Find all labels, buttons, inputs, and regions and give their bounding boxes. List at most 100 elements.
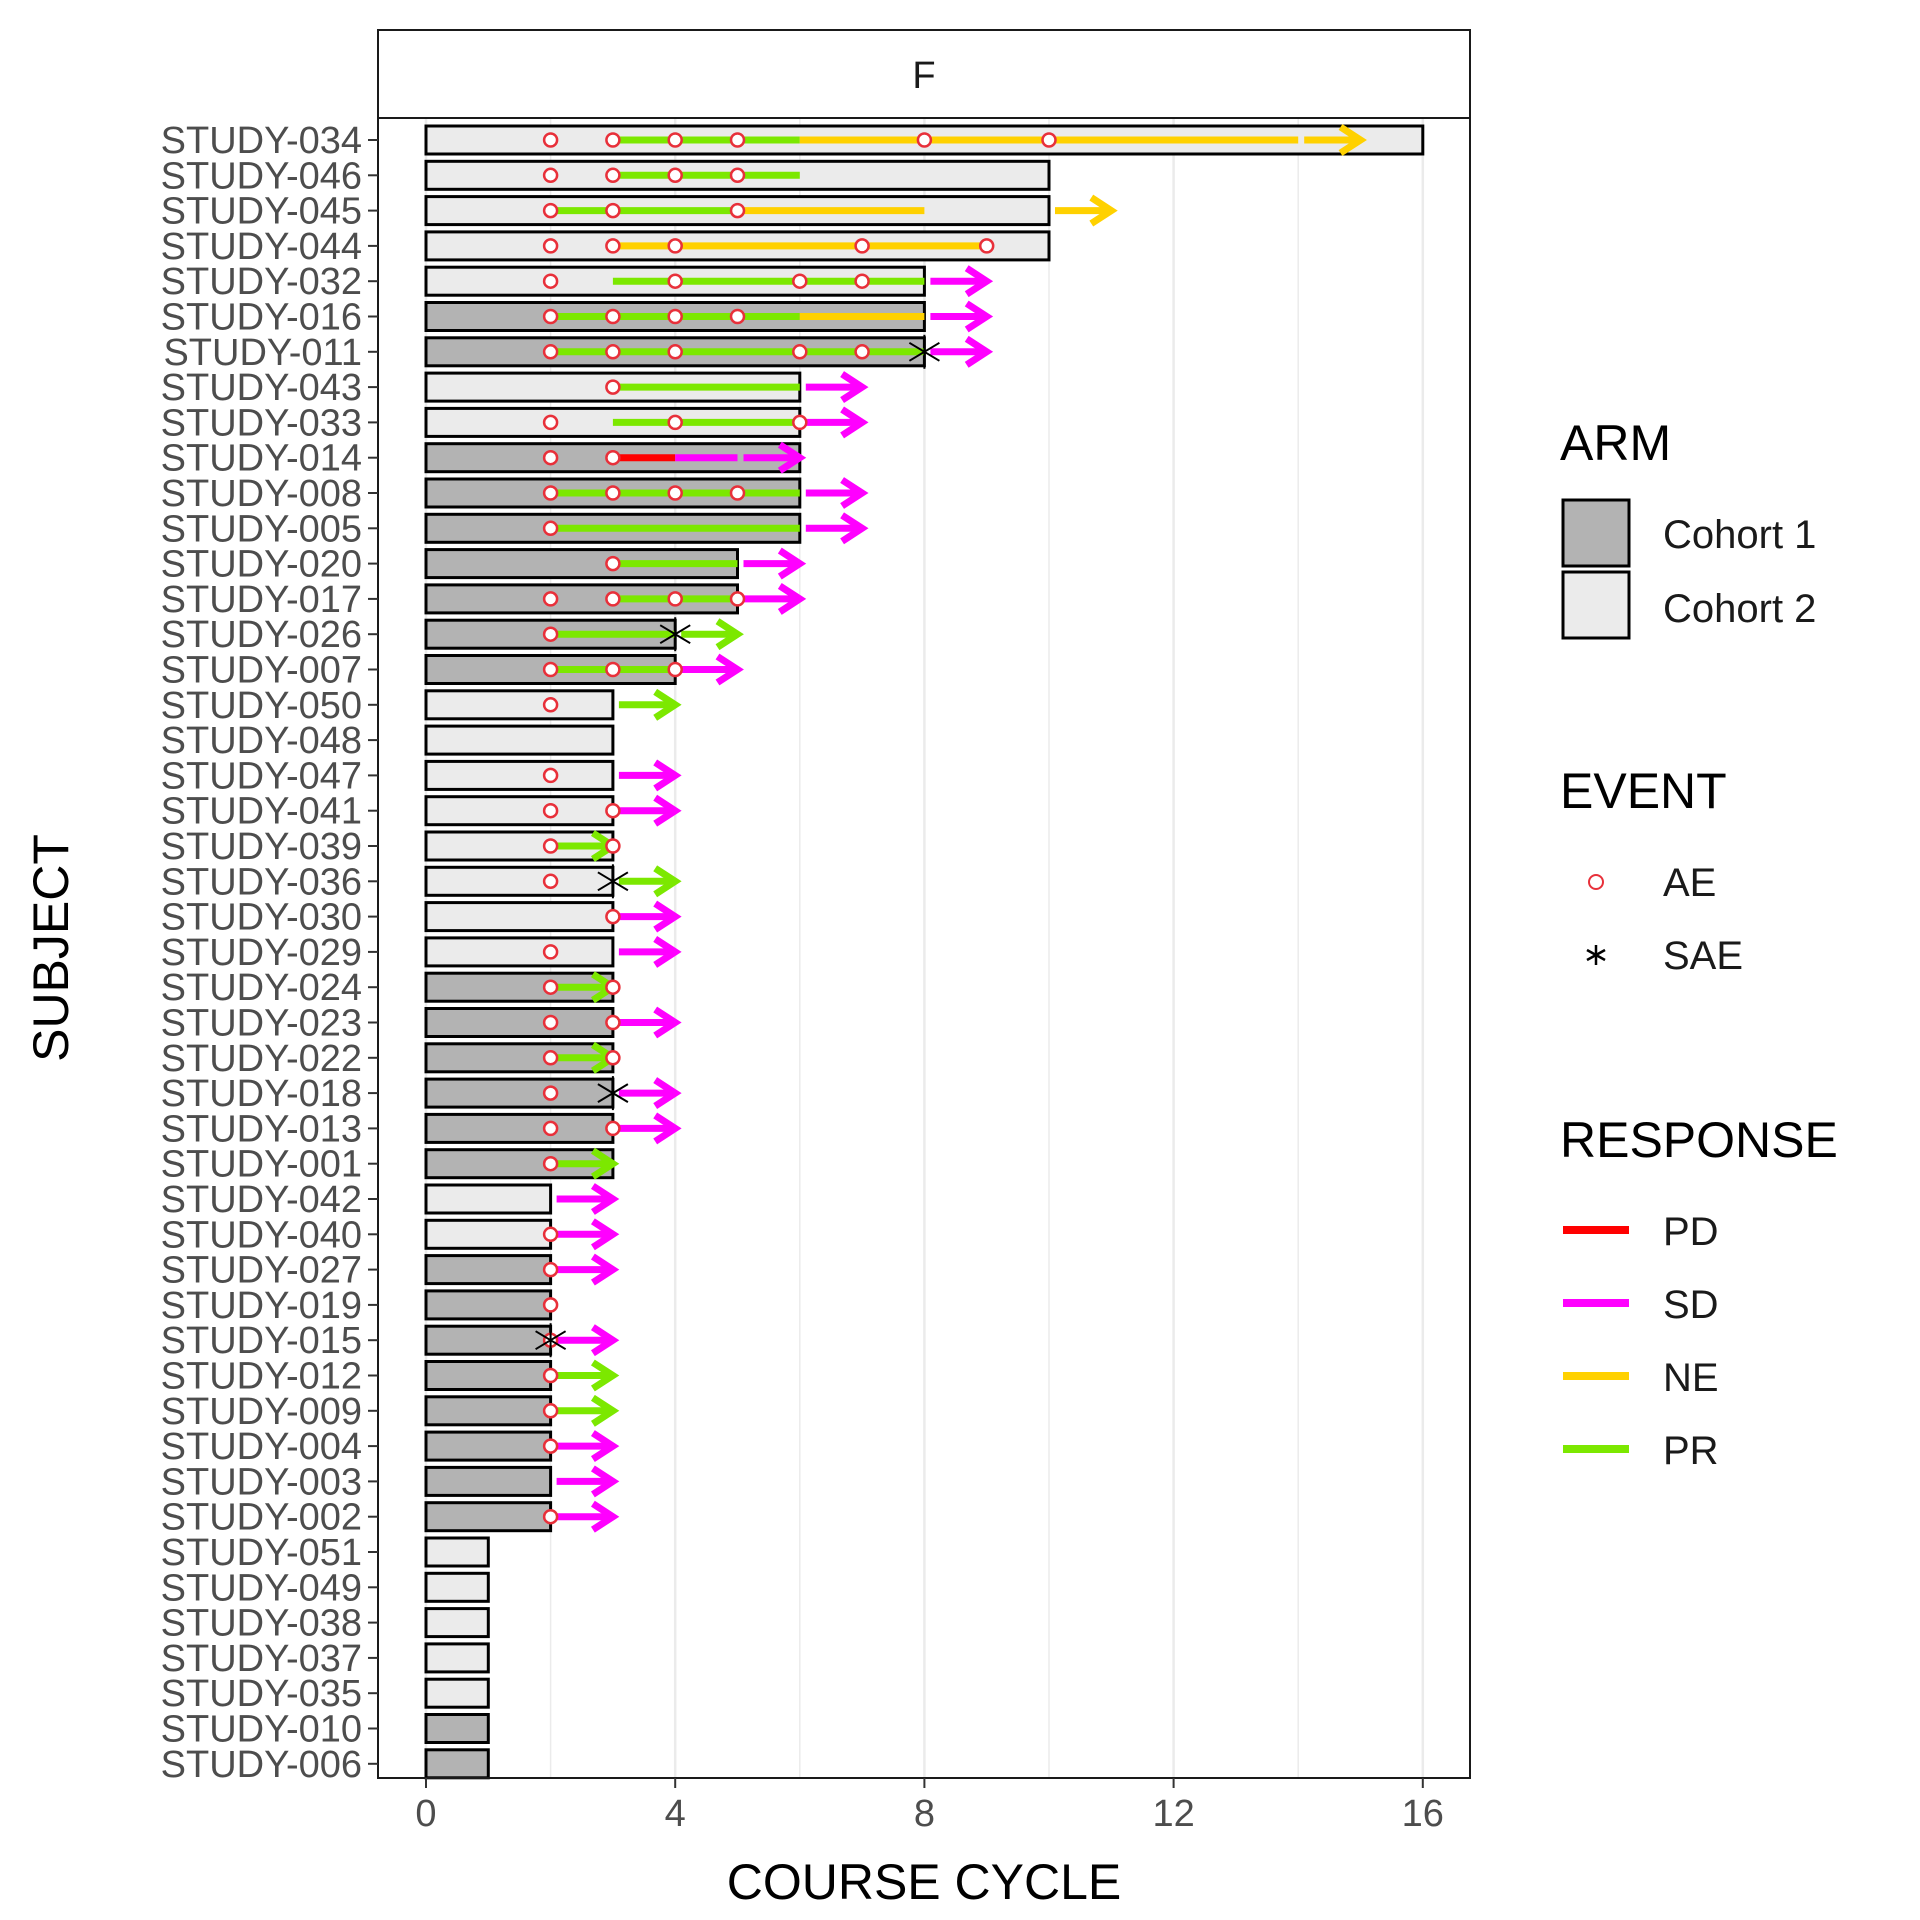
ae-marker-STUDY-032-4	[667, 273, 683, 289]
legend-event-key-sae	[1586, 945, 1606, 965]
ae-marker-STUDY-016-4	[667, 308, 683, 325]
arrow-STUDY-029	[618, 935, 682, 968]
ae-marker-STUDY-026-2	[542, 626, 559, 642]
y-tick-label-STUDY-018: STUDY-018	[161, 1073, 362, 1115]
arrow-STUDY-042	[556, 1183, 620, 1215]
arrow-STUDY-032	[930, 265, 994, 298]
y-tick-label-STUDY-001: STUDY-001	[161, 1144, 362, 1186]
legend-arm-label-cohort-2: Cohort 2	[1663, 587, 1816, 631]
ae-marker-STUDY-040-2	[542, 1226, 559, 1243]
arrow-STUDY-020	[743, 547, 807, 580]
arrow-STUDY-012	[556, 1359, 620, 1392]
y-tick-label-STUDY-023: STUDY-023	[161, 1003, 362, 1045]
y-tick-label-STUDY-037: STUDY-037	[161, 1638, 362, 1680]
y-tick-label-STUDY-049: STUDY-049	[161, 1567, 362, 1609]
sae-marker-STUDY-011-8	[908, 334, 940, 369]
y-tick-label-STUDY-012: STUDY-012	[161, 1356, 362, 1398]
arrow-STUDY-050	[618, 688, 682, 721]
y-tick-label-STUDY-015: STUDY-015	[161, 1320, 362, 1362]
ae-marker-STUDY-039-3	[605, 838, 621, 854]
ae-marker-STUDY-044-9	[978, 238, 995, 254]
y-tick-label-STUDY-034: STUDY-034	[161, 120, 362, 162]
y-tick-label-STUDY-017: STUDY-017	[161, 579, 362, 621]
y-tick-label-STUDY-013: STUDY-013	[161, 1108, 362, 1150]
y-tick-label-STUDY-033: STUDY-033	[161, 402, 362, 444]
ae-marker-STUDY-041-2	[542, 802, 559, 819]
ae-marker-STUDY-007-4	[667, 661, 683, 678]
ae-marker-STUDY-009-2	[542, 1403, 559, 1419]
ae-marker-STUDY-002-2	[542, 1508, 559, 1525]
y-tick-label-STUDY-002: STUDY-002	[161, 1497, 362, 1539]
y-tick-label-STUDY-019: STUDY-019	[161, 1285, 362, 1327]
legend-event-title: EVENT	[1560, 763, 1727, 819]
y-tick-label-STUDY-026: STUDY-026	[161, 614, 362, 656]
facet-strip: F	[377, 29, 1471, 119]
ae-marker-STUDY-030-3	[605, 908, 621, 925]
ae-marker-STUDY-008-4	[667, 485, 683, 501]
ae-marker-STUDY-008-5	[729, 485, 746, 501]
ae-marker-STUDY-045-3	[605, 202, 621, 219]
y-tick-label-STUDY-044: STUDY-044	[161, 226, 362, 268]
legend-arm-key-cohort-2	[1561, 570, 1631, 640]
x-tick-label-8: 8	[914, 1793, 935, 1835]
ae-marker-STUDY-046-3	[605, 167, 621, 184]
bar-STUDY-013	[424, 1112, 615, 1144]
legend-response-title: RESPONSE	[1560, 1112, 1838, 1168]
x-tick-label-16: 16	[1402, 1793, 1444, 1835]
ae-marker-STUDY-050-2	[542, 697, 559, 713]
legend-event-label-ae: AE	[1663, 861, 1716, 905]
x-axis-title: COURSE CYCLE	[727, 1854, 1122, 1910]
y-tick-label-STUDY-039: STUDY-039	[161, 826, 362, 868]
legend-response-label-ne: NE	[1663, 1356, 1719, 1400]
ae-marker-STUDY-044-2	[542, 238, 559, 254]
y-tick-label-STUDY-005: STUDY-005	[161, 508, 362, 550]
ae-marker-STUDY-036-2	[542, 873, 559, 890]
ae-marker-STUDY-023-3	[605, 1014, 621, 1031]
arrow-STUDY-034	[1304, 124, 1367, 156]
arrow-STUDY-007	[681, 653, 744, 686]
ae-marker-STUDY-029-2	[542, 944, 559, 960]
bar-STUDY-019	[424, 1289, 553, 1321]
y-tick-label-STUDY-014: STUDY-014	[161, 438, 362, 480]
ae-marker-STUDY-044-3	[605, 238, 621, 254]
y-tick-label-STUDY-027: STUDY-027	[161, 1250, 362, 1292]
ae-marker-STUDY-011-2	[542, 344, 559, 360]
ae-marker-STUDY-041-3	[605, 802, 621, 819]
ae-marker-STUDY-007-2	[542, 661, 559, 678]
ae-marker-STUDY-043-3	[605, 379, 621, 395]
ae-marker-STUDY-039-2	[542, 838, 559, 854]
ae-marker-STUDY-004-2	[542, 1438, 559, 1454]
y-tick-label-STUDY-006: STUDY-006	[161, 1744, 362, 1786]
y-axis: STUDY-034STUDY-046STUDY-045STUDY-044STUD…	[161, 120, 378, 1786]
bar-STUDY-015	[424, 1324, 553, 1356]
bar-STUDY-050	[424, 689, 615, 721]
facet-strip-label: F	[912, 55, 935, 97]
ae-marker-STUDY-005-2	[542, 520, 559, 537]
bar-STUDY-006	[424, 1748, 490, 1780]
bar-STUDY-002	[424, 1501, 553, 1533]
y-tick-label-STUDY-011: STUDY-011	[163, 332, 362, 374]
ae-marker-STUDY-007-3	[605, 661, 621, 678]
bar-STUDY-051	[424, 1536, 490, 1568]
y-tick-label-STUDY-016: STUDY-016	[161, 297, 362, 339]
bar-STUDY-036	[424, 865, 615, 897]
legend-arm: ARM Cohort 1 Cohort 2	[1560, 415, 1816, 640]
ae-marker-STUDY-011-6	[792, 344, 808, 360]
arrow-STUDY-001	[556, 1147, 620, 1180]
legend-arm-title: ARM	[1560, 415, 1671, 471]
bar-STUDY-047	[424, 759, 615, 791]
ae-marker-STUDY-044-4	[667, 238, 683, 254]
ae-marker-STUDY-032-7	[854, 273, 870, 289]
arrow-STUDY-033	[805, 406, 869, 439]
y-tick-label-STUDY-043: STUDY-043	[161, 367, 362, 409]
bar-STUDY-030	[424, 901, 615, 933]
arrow-STUDY-047	[618, 759, 682, 792]
arrow-STUDY-005	[805, 512, 869, 545]
legend-event-key-ae	[1588, 874, 1604, 890]
ae-marker-STUDY-034-10	[1041, 132, 1057, 148]
arrow-STUDY-018	[618, 1077, 682, 1110]
ae-marker-STUDY-018-2	[542, 1085, 559, 1101]
ae-marker-STUDY-011-3	[605, 344, 621, 360]
x-tick-label-4: 4	[665, 1793, 686, 1835]
